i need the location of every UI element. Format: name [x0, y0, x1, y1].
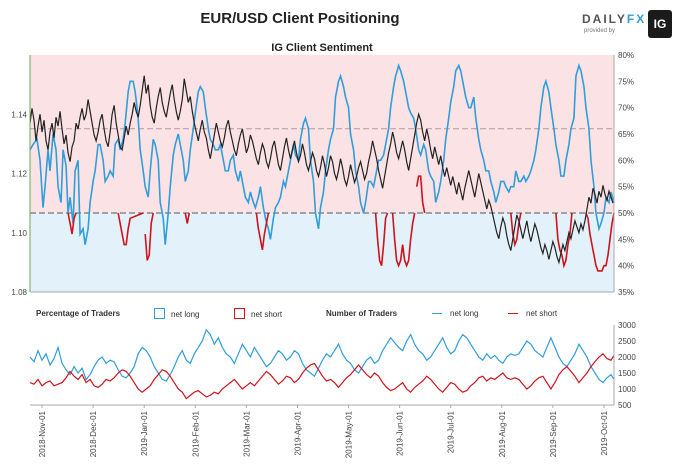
legend-percentage-title: Percentage of Traders [36, 309, 121, 318]
net-short-pct-line-9 [555, 212, 573, 269]
date-tick-label-3: 2019-Feb-01 [191, 410, 200, 456]
price-tick-label-1: 1.10 [11, 229, 27, 238]
net-short-count-line [29, 352, 615, 400]
date-tick-label-10: 2019-Sep-01 [549, 410, 558, 457]
main-panel-axes: 1.08 1.10 1.12 1.14 35% 40% 45% 50% 55% 60% 65% 70%… [11, 51, 634, 297]
count-tick-label-5: 3000 [618, 321, 636, 330]
dailyfx-logo: DAILYFX provided by IG [582, 6, 678, 46]
logo-word-accent: FX [626, 12, 647, 26]
date-tick-label-0: 2018-Nov-01 [38, 410, 47, 457]
net-short-pct-line-3 [184, 212, 191, 224]
count-tick-label-0: 500 [618, 401, 632, 410]
pct-tick-label-4: 55% [618, 183, 634, 192]
count-tick-label-4: 2500 [618, 337, 636, 346]
legend-pct-net-long: net long [154, 308, 199, 319]
legend-pct-long-label: net long [171, 310, 200, 319]
trader-count-lines [29, 328, 615, 400]
legend-pct-short-label: net short [251, 310, 283, 319]
legend-swatch-pct-short [234, 308, 245, 319]
net-short-pct-line-4 [255, 212, 270, 251]
logo-provided-by: provided by [584, 28, 616, 34]
legend-number-title: Number of Traders [326, 309, 398, 318]
pct-tick-label-0: 35% [618, 288, 634, 297]
date-tick-label-5: 2019-Apr-01 [293, 410, 302, 455]
price-tick-label-2: 1.12 [11, 170, 27, 179]
pct-tick-label-7: 70% [618, 104, 634, 113]
logo-wordmark: DAILYFX [582, 12, 646, 26]
pct-tick-label-9: 80% [618, 51, 634, 60]
legend-swatch-pct-long [154, 308, 165, 319]
date-tick-label-6: 2019-May-01 [345, 410, 354, 458]
legend-num-net-long: net long [432, 309, 478, 318]
date-tick-label-11: 2019-Oct-01 [600, 410, 609, 455]
date-tick-label-4: 2019-Mar-01 [242, 410, 251, 456]
price-line [29, 75, 614, 265]
bullish-zone [30, 213, 614, 292]
price-tick-label-0: 1.08 [11, 288, 27, 297]
net-short-pct-line-5 [374, 212, 389, 266]
date-tick-label-2: 2019-Jan-01 [140, 410, 149, 455]
ig-logo-mark: IG [648, 10, 672, 38]
net-long-count-line [29, 328, 615, 384]
net-short-pct-line-2 [144, 212, 154, 261]
legend-swatch-num-long [432, 313, 442, 314]
legend-pct-net-short: net short [234, 308, 282, 319]
legend-num-long-label: net long [450, 309, 479, 318]
net-short-pct-line-1 [117, 212, 144, 246]
lower-panel-axes: 500 1000 1500 2000 2500 3000 [30, 321, 636, 410]
net-long-pct-line [29, 62, 615, 245]
net-short-pct-line-6 [391, 212, 416, 268]
date-tick-label-1: 2018-Dec-01 [89, 410, 98, 457]
main-panel-reference-lines [30, 128, 614, 214]
date-axis: 2018-Nov-01 2018-Dec-01 2019-Jan-01 2019-Fe… [38, 405, 609, 458]
chart-title: EUR/USD Client Positioning [200, 10, 400, 27]
pct-tick-label-1: 40% [618, 262, 634, 271]
legend-num-short-label: net short [526, 309, 558, 318]
net-short-pct-line-0 [67, 212, 77, 235]
pct-tick-label-3: 50% [618, 209, 634, 218]
legend-num-net-short: net short [508, 309, 557, 318]
pct-tick-label-8: 75% [618, 77, 634, 86]
date-tick-label-7: 2019-Jun-01 [396, 410, 405, 455]
pct-tick-label-2: 45% [618, 235, 634, 244]
net-short-pct-line-10 [585, 212, 615, 272]
date-tick-label-9: 2019-Aug-01 [498, 410, 507, 457]
net-short-pct-line-7 [415, 175, 426, 214]
count-tick-label-1: 1000 [618, 385, 636, 394]
chart-subtitle: IG Client Sentiment [271, 42, 373, 54]
eurusd-price-line [29, 75, 614, 265]
count-tick-label-2: 1500 [618, 369, 636, 378]
main-panel-background [30, 55, 614, 292]
price-tick-label-3: 1.14 [11, 110, 27, 119]
logo-word-plain: DAILY [582, 12, 627, 26]
pct-tick-label-5: 60% [618, 156, 634, 165]
date-tick-label-8: 2019-Jul-01 [447, 410, 456, 453]
pct-tick-label-6: 65% [618, 130, 634, 139]
legend-swatch-num-short [508, 313, 518, 314]
count-tick-label-3: 2000 [618, 353, 636, 362]
